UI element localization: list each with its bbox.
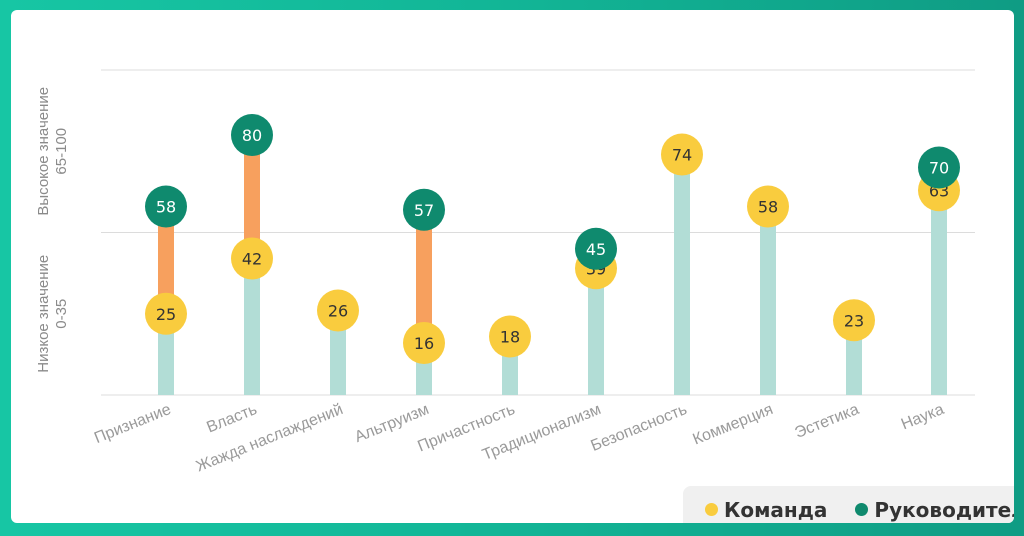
leader-point xyxy=(918,146,960,189)
legend-swatch-leader xyxy=(855,503,869,516)
legend-label-leader: Руководитель xyxy=(874,497,1014,522)
legend-swatch-team xyxy=(705,503,718,516)
team-point xyxy=(145,292,187,335)
team-point xyxy=(661,133,703,176)
y-band-label: Высокое значение xyxy=(35,87,52,216)
stem-bar xyxy=(931,167,947,395)
x-tick-label: Наука xyxy=(899,401,947,433)
leader-point xyxy=(575,227,617,270)
team-data-label: 25 xyxy=(156,305,176,324)
stem-bar xyxy=(330,310,346,395)
team-point xyxy=(489,315,531,358)
x-tick-label: Жажда наслаждений xyxy=(194,401,346,476)
team-data-label: 58 xyxy=(758,198,778,217)
y-band-range: 65-100 xyxy=(53,128,70,175)
team-point xyxy=(747,185,789,228)
chart-card: Низкое значение 0-35 Высокое значение 65-10… xyxy=(11,10,1014,523)
team-data-label: 26 xyxy=(328,302,348,321)
stem-bar xyxy=(760,206,776,395)
leader-point xyxy=(403,188,445,231)
leader-point xyxy=(145,185,187,228)
team-point xyxy=(231,237,273,280)
team-point xyxy=(317,289,359,332)
team-data-label: 74 xyxy=(672,146,692,165)
chart: Низкое значение 0-35 Высокое значение 65-10… xyxy=(35,69,975,476)
leader-data-label: 80 xyxy=(242,126,262,145)
legend: Команда Руководитель xyxy=(683,486,1014,523)
x-tick-label: Безопасность xyxy=(588,401,689,455)
leader-data-label: 70 xyxy=(929,159,949,178)
team-data-label: 18 xyxy=(500,328,520,347)
x-tick-label: Признание xyxy=(92,401,174,447)
stem-bar xyxy=(674,154,690,395)
team-point xyxy=(833,299,875,342)
leader-data-label: 45 xyxy=(586,240,606,259)
team-point xyxy=(403,322,445,364)
team-data-label: 42 xyxy=(242,250,262,269)
gap-segment xyxy=(244,135,260,259)
y-band-label: Низкое значение xyxy=(35,255,52,373)
leader-point xyxy=(231,114,273,156)
x-tick-label: Власть xyxy=(204,401,259,436)
gap-segment xyxy=(158,206,174,314)
legend-item-leader: Руководитель xyxy=(855,498,1014,522)
leader-data-label: 58 xyxy=(156,198,176,217)
legend-label-team: Команда xyxy=(724,497,828,522)
team-data-label: 23 xyxy=(844,311,864,330)
y-band-range: 0-35 xyxy=(53,299,70,329)
legend-item-team: Команда xyxy=(705,498,827,522)
leader-data-label: 57 xyxy=(414,201,434,220)
gap-segment xyxy=(416,209,432,343)
x-tick-label: Эстетика xyxy=(793,401,862,442)
x-tick-label: Коммерция xyxy=(691,401,776,449)
team-data-label: 16 xyxy=(414,334,434,353)
